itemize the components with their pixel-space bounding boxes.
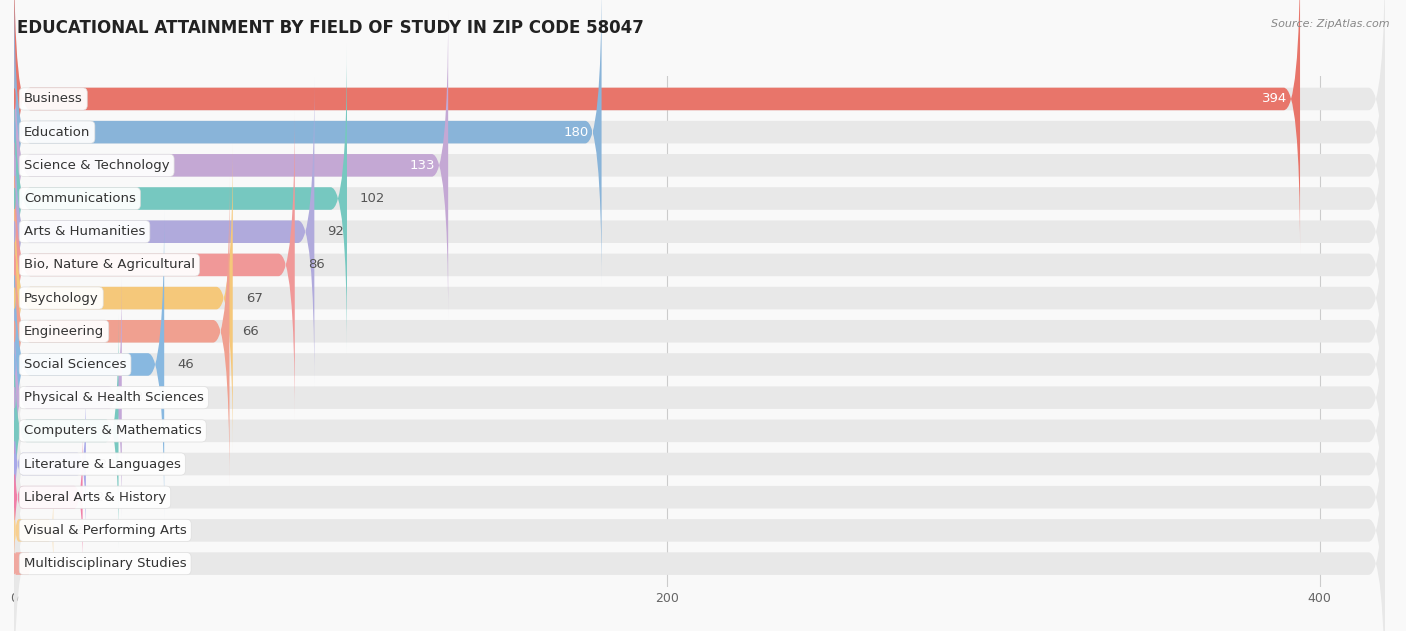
FancyBboxPatch shape	[14, 110, 295, 420]
FancyBboxPatch shape	[14, 177, 229, 486]
Text: Multidisciplinary Studies: Multidisciplinary Studies	[24, 557, 187, 570]
FancyBboxPatch shape	[14, 409, 1385, 631]
Text: 102: 102	[360, 192, 385, 205]
Text: Source: ZipAtlas.com: Source: ZipAtlas.com	[1271, 19, 1389, 29]
Text: Social Sciences: Social Sciences	[24, 358, 127, 371]
FancyBboxPatch shape	[14, 425, 83, 570]
Text: 66: 66	[243, 325, 259, 338]
Text: Liberal Arts & History: Liberal Arts & History	[24, 491, 166, 504]
FancyBboxPatch shape	[14, 494, 53, 567]
Circle shape	[13, 189, 15, 208]
Text: Literature & Languages: Literature & Languages	[24, 457, 181, 471]
FancyBboxPatch shape	[14, 0, 1385, 287]
FancyBboxPatch shape	[14, 209, 165, 519]
Circle shape	[13, 221, 15, 242]
FancyBboxPatch shape	[14, 44, 347, 353]
FancyBboxPatch shape	[14, 343, 1385, 631]
Text: 32: 32	[132, 424, 149, 437]
Text: Engineering: Engineering	[24, 325, 104, 338]
FancyBboxPatch shape	[14, 77, 315, 386]
Circle shape	[13, 387, 15, 408]
Text: 22: 22	[98, 457, 115, 471]
Text: Business: Business	[24, 93, 83, 105]
Circle shape	[13, 321, 15, 341]
Text: 5: 5	[44, 557, 52, 570]
Text: 21: 21	[96, 491, 112, 504]
Circle shape	[13, 155, 15, 175]
Circle shape	[13, 521, 15, 540]
FancyBboxPatch shape	[14, 177, 1385, 486]
Text: 180: 180	[564, 126, 589, 139]
Text: 86: 86	[308, 259, 325, 271]
FancyBboxPatch shape	[14, 552, 31, 575]
FancyBboxPatch shape	[14, 11, 449, 320]
FancyBboxPatch shape	[14, 0, 1301, 254]
Text: 67: 67	[246, 292, 263, 305]
FancyBboxPatch shape	[14, 110, 1385, 420]
FancyBboxPatch shape	[14, 143, 233, 453]
Text: 46: 46	[177, 358, 194, 371]
Text: Communications: Communications	[24, 192, 136, 205]
Text: Arts & Humanities: Arts & Humanities	[24, 225, 145, 239]
Text: Visual & Performing Arts: Visual & Performing Arts	[24, 524, 187, 537]
Circle shape	[13, 487, 15, 507]
Circle shape	[13, 288, 15, 308]
FancyBboxPatch shape	[14, 11, 1385, 320]
Circle shape	[13, 122, 15, 142]
Text: 133: 133	[409, 159, 434, 172]
Text: Science & Technology: Science & Technology	[24, 159, 170, 172]
Text: Computers & Mathematics: Computers & Mathematics	[24, 424, 201, 437]
FancyBboxPatch shape	[14, 309, 1385, 618]
Circle shape	[13, 553, 15, 574]
FancyBboxPatch shape	[14, 209, 1385, 519]
Circle shape	[13, 355, 15, 374]
Text: 394: 394	[1261, 93, 1286, 105]
FancyBboxPatch shape	[14, 44, 1385, 353]
Text: Physical & Health Sciences: Physical & Health Sciences	[24, 391, 204, 404]
Text: EDUCATIONAL ATTAINMENT BY FIELD OF STUDY IN ZIP CODE 58047: EDUCATIONAL ATTAINMENT BY FIELD OF STUDY…	[17, 19, 644, 37]
Circle shape	[13, 454, 15, 474]
FancyBboxPatch shape	[14, 0, 1385, 254]
Text: 33: 33	[135, 391, 152, 404]
FancyBboxPatch shape	[14, 77, 1385, 386]
FancyBboxPatch shape	[14, 387, 86, 540]
Text: Bio, Nature & Agricultural: Bio, Nature & Agricultural	[24, 259, 195, 271]
FancyBboxPatch shape	[14, 0, 602, 287]
Circle shape	[13, 421, 15, 441]
FancyBboxPatch shape	[14, 315, 118, 547]
Text: 12: 12	[66, 524, 83, 537]
FancyBboxPatch shape	[14, 375, 1385, 631]
FancyBboxPatch shape	[14, 278, 122, 518]
Circle shape	[13, 255, 15, 275]
Circle shape	[13, 89, 15, 109]
FancyBboxPatch shape	[14, 143, 1385, 453]
Text: Psychology: Psychology	[24, 292, 98, 305]
Text: Education: Education	[24, 126, 90, 139]
FancyBboxPatch shape	[14, 276, 1385, 586]
Text: 92: 92	[328, 225, 344, 239]
FancyBboxPatch shape	[14, 243, 1385, 552]
